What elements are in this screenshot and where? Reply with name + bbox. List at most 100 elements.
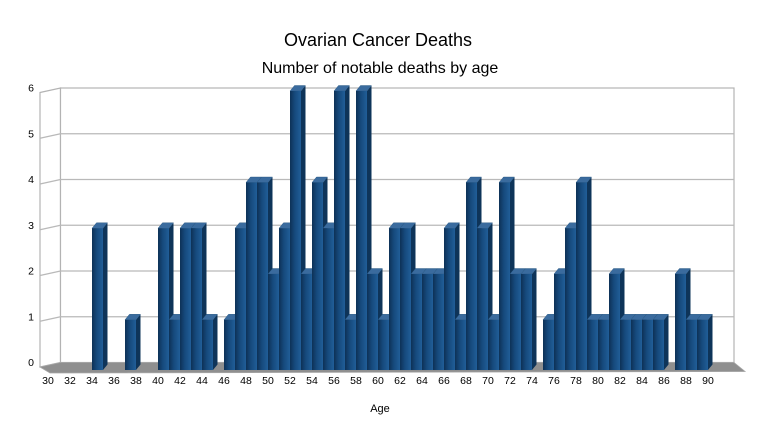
- bar-age-37: [125, 319, 136, 370]
- bar-age-41: [169, 319, 180, 370]
- x-tick-label-88: 88: [680, 375, 692, 387]
- x-tick-label-42: 42: [174, 375, 186, 387]
- x-tick-label-70: 70: [482, 375, 494, 387]
- x-tick-label-64: 64: [416, 375, 428, 387]
- bar-age-83: [631, 319, 642, 370]
- x-tick-label-54: 54: [306, 375, 318, 387]
- bar-age-88: [686, 319, 697, 370]
- x-tick-label-52: 52: [284, 375, 296, 387]
- bar-age-52: [290, 91, 301, 370]
- chart-title: Ovarian Cancer Deaths: [283, 30, 473, 50]
- bar-age-57: [345, 319, 356, 370]
- y-tick-label-0: 0: [28, 357, 34, 369]
- bar-age-67: [455, 319, 466, 370]
- x-tick-label-82: 82: [614, 375, 626, 387]
- bar-age-69: [477, 228, 488, 370]
- x-tick-label-32: 32: [64, 375, 76, 387]
- bar-age-64: [422, 274, 433, 370]
- bar-side-age-56: [345, 85, 350, 370]
- bar-age-81: [609, 274, 620, 370]
- x-tick-label-46: 46: [218, 375, 230, 387]
- bar-age-80: [598, 319, 609, 370]
- y-tick-label-3: 3: [28, 220, 34, 232]
- y-tick-label-1: 1: [28, 311, 34, 323]
- bar-age-76: [554, 274, 565, 370]
- bar-age-77: [565, 228, 576, 370]
- bar-side-age-89: [708, 314, 713, 370]
- bar-age-49: [257, 182, 268, 370]
- bar-age-68: [466, 182, 477, 370]
- bar-age-82: [620, 319, 631, 370]
- bar-side-age-34: [103, 222, 108, 370]
- bar-age-46: [224, 319, 235, 370]
- bar-age-89: [697, 319, 708, 370]
- x-tick-label-84: 84: [636, 375, 648, 387]
- bar-age-66: [444, 228, 455, 370]
- y-tick-label-2: 2: [28, 266, 34, 278]
- gridline-side-3: [39, 224, 61, 231]
- bar-age-56: [334, 91, 345, 370]
- y-tick-label-4: 4: [28, 174, 34, 186]
- x-tick-label-66: 66: [438, 375, 450, 387]
- bar-age-34: [92, 228, 103, 370]
- bar-age-48: [246, 182, 257, 370]
- bar-age-85: [653, 319, 664, 370]
- bar-age-79: [587, 319, 598, 370]
- bar-age-70: [488, 319, 499, 370]
- x-tick-label-48: 48: [240, 375, 252, 387]
- x-tick-label-68: 68: [460, 375, 472, 387]
- x-tick-label-86: 86: [658, 375, 670, 387]
- bar-age-63: [411, 274, 422, 370]
- bar-age-44: [202, 319, 213, 370]
- bar-age-53: [301, 274, 312, 370]
- bar-age-84: [642, 319, 653, 370]
- x-tick-label-38: 38: [130, 375, 142, 387]
- bar-age-75: [543, 319, 554, 370]
- bar-age-55: [323, 228, 334, 370]
- bar-age-50: [268, 274, 279, 370]
- bar-side-age-37: [136, 314, 141, 370]
- x-tick-label-58: 58: [350, 375, 362, 387]
- bar-age-40: [158, 228, 169, 370]
- x-tick-label-34: 34: [86, 375, 98, 387]
- x-tick-label-76: 76: [548, 375, 560, 387]
- bar-age-58: [356, 91, 367, 370]
- bar-side-age-73: [532, 268, 537, 370]
- gridline-side-2: [39, 270, 61, 277]
- chart-subtitle: Number of notable deaths by age: [261, 60, 499, 77]
- bar-age-61: [389, 228, 400, 370]
- bar-age-42: [180, 228, 191, 370]
- bar-age-54: [312, 182, 323, 370]
- y-tick-label-6: 6: [28, 83, 34, 95]
- x-axis-title: Age: [370, 403, 390, 415]
- gridline-side-4: [39, 178, 61, 185]
- x-tick-label-56: 56: [328, 375, 340, 387]
- bar-age-78: [576, 182, 587, 370]
- bar-age-62: [400, 228, 411, 370]
- x-tick-label-30: 30: [42, 375, 54, 387]
- x-tick-label-78: 78: [570, 375, 582, 387]
- bar-age-72: [510, 274, 521, 370]
- bar-side-age-85: [664, 314, 669, 370]
- bar-age-47: [235, 228, 246, 370]
- x-tick-label-62: 62: [394, 375, 406, 387]
- x-tick-label-40: 40: [152, 375, 164, 387]
- bar-side-age-44: [213, 314, 218, 370]
- x-tick-label-36: 36: [108, 375, 120, 387]
- bar-age-60: [378, 319, 389, 370]
- gridline-side-1: [39, 316, 61, 322]
- x-tick-label-72: 72: [504, 375, 516, 387]
- bar-age-65: [433, 274, 444, 370]
- bar-age-73: [521, 274, 532, 370]
- y-tick-label-5: 5: [28, 128, 34, 140]
- x-tick-label-60: 60: [372, 375, 384, 387]
- x-tick-label-74: 74: [526, 375, 538, 387]
- x-tick-label-50: 50: [262, 375, 274, 387]
- bar-age-59: [367, 274, 378, 370]
- x-tick-label-80: 80: [592, 375, 604, 387]
- gridline-side-5: [39, 133, 61, 139]
- bar-age-71: [499, 182, 510, 370]
- x-tick-label-44: 44: [196, 375, 208, 387]
